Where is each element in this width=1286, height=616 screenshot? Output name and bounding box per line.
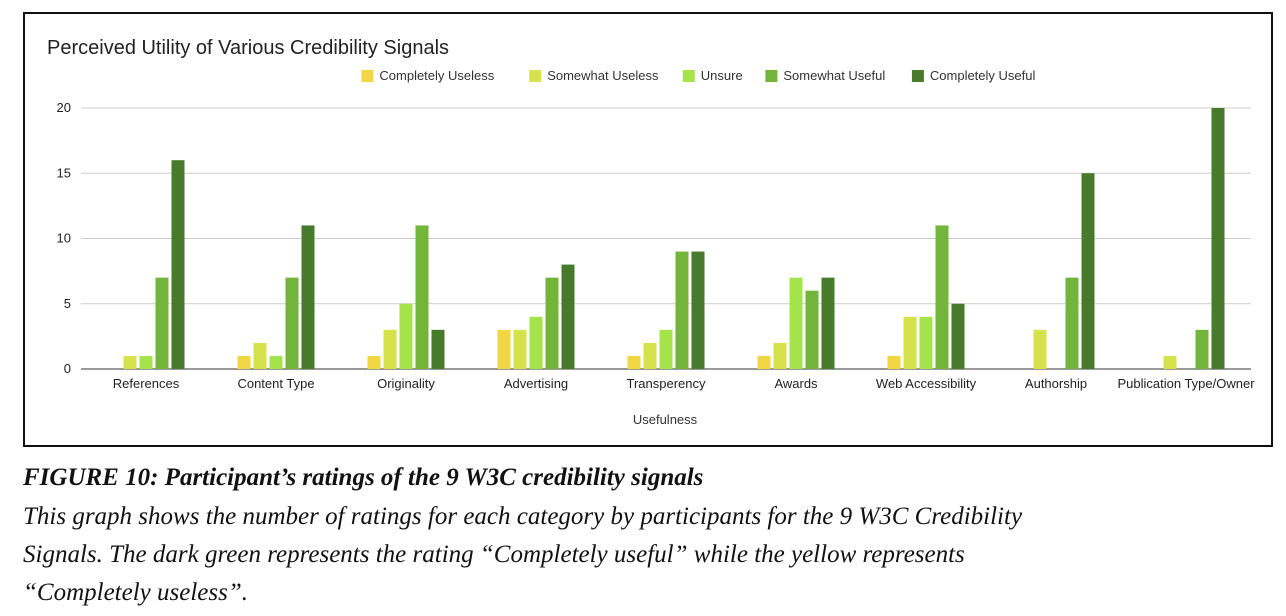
legend-label-unsure: Unsure <box>701 68 743 83</box>
bar-web-accessibility-unsure <box>919 316 933 369</box>
bar-originality-somewhat-useless <box>383 329 397 369</box>
bar-awards-completely-useless <box>757 355 771 369</box>
bar-originality-completely-useful <box>431 329 445 369</box>
x-tick-label-content-type: Content Type <box>237 376 314 391</box>
bar-publication-type-owner-completely-useful <box>1211 108 1225 369</box>
legend-swatch-completely-useless <box>361 70 374 82</box>
bar-awards-completely-useful <box>821 277 835 369</box>
bar-content-type-completely-useful <box>301 225 315 369</box>
bar-web-accessibility-somewhat-useful <box>935 225 949 369</box>
bar-references-unsure <box>139 355 153 369</box>
y-axis-ticks: 0 5 10 15 20 <box>57 100 71 376</box>
bar-advertising-completely-useless <box>497 329 511 369</box>
y-tick-label-5: 5 <box>64 296 71 311</box>
x-axis-title: Usefulness <box>633 412 698 427</box>
bar-originality-somewhat-useful <box>415 225 429 369</box>
bar-advertising-somewhat-useless <box>513 329 527 369</box>
bar-advertising-somewhat-useful <box>545 277 559 369</box>
x-tick-label-transperency: Transperency <box>627 376 706 391</box>
caption-line-3: “Completely useless”. <box>23 579 248 606</box>
bar-advertising-completely-useful <box>561 264 575 369</box>
bars <box>123 108 1225 369</box>
x-tick-label-advertising: Advertising <box>504 376 568 391</box>
bar-content-type-somewhat-useful <box>285 277 299 369</box>
legend-label-completely-useless: Completely Useless <box>379 68 494 83</box>
x-tick-label-publication-type-owner: Publication Type/Owner <box>1117 376 1255 391</box>
bar-content-type-completely-useless <box>237 355 251 369</box>
bar-web-accessibility-somewhat-useless <box>903 316 917 369</box>
x-tick-label-web-accessibility: Web Accessibility <box>876 376 977 391</box>
bar-transperency-somewhat-useful <box>675 251 689 369</box>
legend-swatch-somewhat-useless <box>529 70 542 82</box>
bar-authorship-somewhat-useless <box>1033 329 1047 369</box>
bar-authorship-somewhat-useful <box>1065 277 1079 369</box>
bar-chart: Perceived Utility of Various Credibility… <box>47 37 1255 427</box>
x-axis-ticks: References Content Type Originality Adverti… <box>113 376 1255 391</box>
bar-content-type-somewhat-useless <box>253 342 267 369</box>
bar-advertising-unsure <box>529 316 543 369</box>
legend-label-completely-useful: Completely Useful <box>930 68 1036 83</box>
bar-web-accessibility-completely-useless <box>887 355 901 369</box>
x-tick-label-authorship: Authorship <box>1025 376 1087 391</box>
y-tick-label-20: 20 <box>57 100 71 115</box>
bar-transperency-unsure <box>659 329 673 369</box>
caption-line-1: This graph shows the number of ratings f… <box>23 503 1023 530</box>
legend: Completely Useless Somewhat Useless Unsure… <box>361 68 1035 83</box>
legend-label-somewhat-useful: Somewhat Useful <box>783 68 885 83</box>
caption-line-2: Signals. The dark green represents the r… <box>23 541 965 568</box>
bar-references-completely-useful <box>171 160 185 369</box>
bar-awards-unsure <box>789 277 803 369</box>
legend-swatch-completely-useful <box>911 70 924 82</box>
y-tick-label-10: 10 <box>57 231 71 246</box>
bar-references-somewhat-useful <box>155 277 169 369</box>
bar-originality-completely-useless <box>367 355 381 369</box>
bar-awards-somewhat-useful <box>805 290 819 369</box>
bar-publication-type-owner-somewhat-useless <box>1163 355 1177 369</box>
figure-caption: FIGURE 10: Participant’s ratings of the … <box>23 458 1273 612</box>
chart-frame: Perceived Utility of Various Credibility… <box>23 12 1273 447</box>
caption-title: FIGURE 10: Participant’s ratings of the … <box>23 464 704 491</box>
bar-originality-unsure <box>399 303 413 369</box>
x-tick-label-references: References <box>113 376 180 391</box>
bar-web-accessibility-completely-useful <box>951 303 965 369</box>
gridlines <box>81 107 1251 370</box>
y-tick-label-15: 15 <box>57 165 71 180</box>
bar-transperency-completely-useful <box>691 251 705 369</box>
chart-title: Perceived Utility of Various Credibility… <box>47 37 449 59</box>
bar-authorship-completely-useful <box>1081 173 1095 369</box>
legend-swatch-unsure <box>682 70 695 82</box>
bar-transperency-somewhat-useless <box>643 342 657 369</box>
bar-transperency-completely-useless <box>627 355 641 369</box>
bar-content-type-unsure <box>269 355 283 369</box>
bar-references-somewhat-useless <box>123 355 137 369</box>
y-tick-label-0: 0 <box>64 361 71 376</box>
x-tick-label-awards: Awards <box>774 376 818 391</box>
x-tick-label-originality: Originality <box>377 376 435 391</box>
bar-awards-somewhat-useless <box>773 342 787 369</box>
legend-label-somewhat-useless: Somewhat Useless <box>547 68 659 83</box>
legend-swatch-somewhat-useful <box>765 70 778 82</box>
bar-publication-type-owner-somewhat-useful <box>1195 329 1209 369</box>
